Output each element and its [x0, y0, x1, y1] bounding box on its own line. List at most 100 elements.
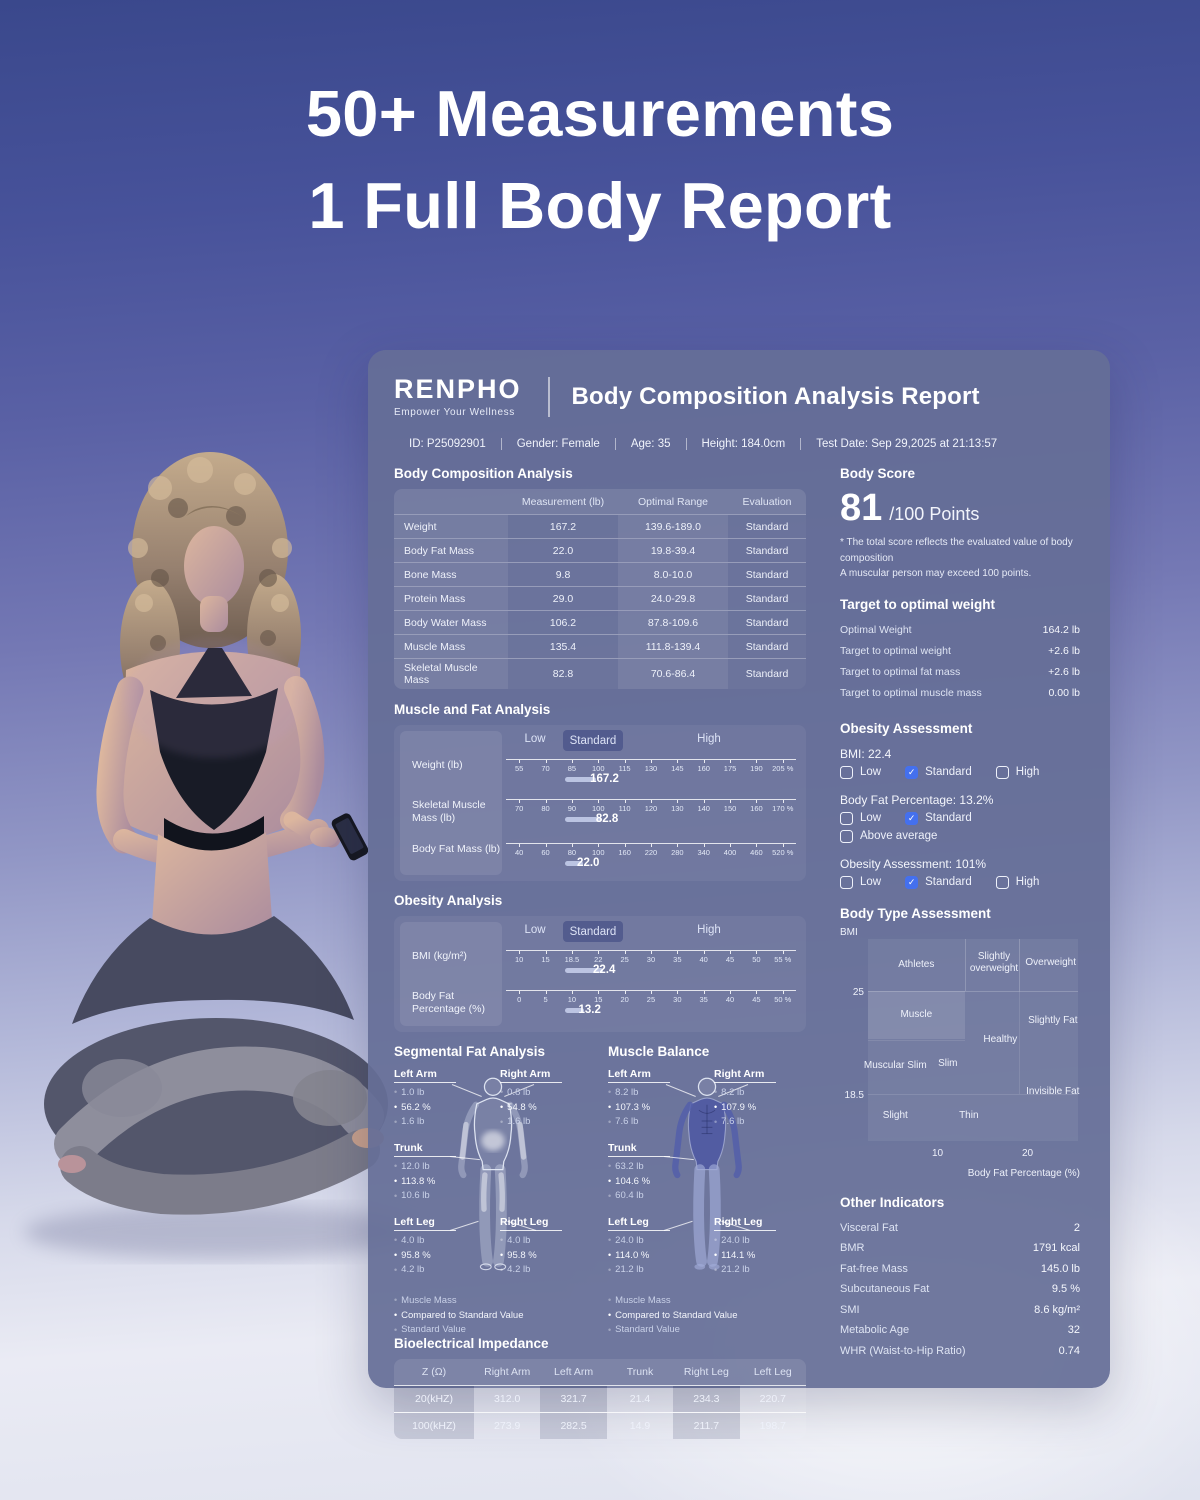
limb-right-leg: Right Leg 4.0 lb 95.8 % 4.2 lb	[500, 1216, 592, 1278]
section-heading: Muscle Balance	[608, 1044, 710, 1059]
limb-left-leg: Left Leg 24.0 lb 114.0 % 21.2 lb	[608, 1216, 700, 1278]
checkbox[interactable]	[840, 765, 853, 779]
phone	[331, 813, 369, 861]
indicator-row: Metabolic Age 32	[840, 1324, 1080, 1337]
section-muscle-balance: Muscle Balance	[608, 1044, 806, 1335]
section-heading: Obesity Assessment	[840, 720, 973, 736]
scale-bar	[565, 1008, 585, 1013]
section-other-indicators: Other Indicators Visceral Fat 2 BMR 1791…	[840, 1195, 1080, 1362]
checkbox-option: Low	[840, 875, 881, 889]
headline: 50+ Measurements 1 Full Body Report	[0, 68, 1200, 253]
report-meta-row: ID: P25092901 Gender: Female Age: 35 Height…	[394, 438, 1084, 450]
checkbox-option: Low	[840, 765, 881, 779]
target-row: Optimal Weight 164.2 lb	[840, 624, 1080, 636]
scale-bar	[565, 968, 604, 973]
checkbox[interactable]	[905, 811, 919, 825]
target-row: Target to optimal weight +2.6 lb	[840, 645, 1080, 657]
table-row: Body Water Mass 106.2 87.8-109.6 Standar…	[394, 610, 806, 634]
score-note: * The total score reflects the evaluated…	[840, 537, 1073, 564]
table-row: Skeletal Muscle Mass 82.8 70.6-86.4 Stan…	[394, 658, 806, 689]
section-obesity-assessment: Obesity Assessment BMI: 22.4 Low	[840, 721, 1080, 889]
checkbox-option: Above average	[840, 829, 937, 843]
section-muscle-fat-analysis: Muscle and Fat Analysis Low Standard Hig…	[394, 702, 806, 881]
limb-trunk: Trunk 12.0 lb 113.8 % 10.6 lb	[394, 1142, 486, 1204]
checkbox-option: High	[995, 875, 1039, 889]
brand-name: RENPHO	[394, 374, 522, 404]
floor-shadow	[24, 1205, 420, 1259]
section-obesity-analysis: Obesity Analysis Low Standard High BMI (…	[394, 893, 806, 1032]
zone-header: Low Standard High	[506, 920, 796, 944]
checkbox[interactable]	[905, 765, 919, 779]
table-header: Z (Ω) Right Arm Left Arm Trunk Right Leg…	[394, 1359, 806, 1385]
brand-logo: RENPHO Empower Your Wellness	[394, 376, 522, 418]
label-column-bg	[400, 731, 502, 875]
section-impedance: Bioelectrical Impedance Z (Ω) Right Arm …	[394, 1336, 806, 1439]
section-heading: Bioelectrical Impedance	[394, 1336, 549, 1351]
scale-bar	[565, 777, 596, 782]
meta-item: ID: P25092901	[394, 438, 502, 450]
limb-right-leg: Right Leg 24.0 lb 114.1 % 21.2 lb	[714, 1216, 806, 1278]
limb-left-leg: Left Leg 4.0 lb 95.8 % 4.2 lb	[394, 1216, 486, 1278]
target-row: Target to optimal muscle mass 0.00 lb	[840, 687, 1080, 699]
section-heading: Segmental Fat Analysis	[394, 1044, 546, 1059]
section-heading: Body Score	[840, 466, 916, 481]
section-body-score: Body Score 81 /100 Points * The total sc…	[840, 466, 1080, 582]
scale-row-body-fat-percentage: Body Fat Percentage (%) 0 5 10 15 20 25 30 35 40…	[402, 984, 796, 1024]
table-row: Weight 167.2 139.6-189.0 Standard	[394, 514, 806, 538]
table-row: Bone Mass 9.8 8.0-10.0 Standard	[394, 562, 806, 586]
score-denominator: /100 Points	[889, 504, 980, 524]
headline-line1: 50+ Measurements	[305, 77, 895, 150]
table-body: Weight 167.2 139.6-189.0 Standard Body F…	[394, 514, 806, 689]
checkbox-option: Low	[840, 811, 881, 825]
body-type-chart: BMI 25 18.5 Athletes Slightly	[840, 926, 1080, 1179]
belly-fat-highlight	[481, 1130, 505, 1151]
checkbox-option: Standard	[905, 811, 972, 825]
chart-plot-area: Athletes Slightly overweight Overweight …	[864, 938, 1079, 1141]
indicator-row: Visceral Fat 2	[840, 1221, 1080, 1234]
checkbox-option: Standard	[905, 875, 972, 889]
meta-item: Height: 184.0cm	[687, 438, 802, 450]
brand-tagline: Empower Your Wellness	[394, 407, 515, 418]
assessment-group-bmi: BMI: 22.4 Low Stand	[840, 747, 1080, 779]
scale-bar	[565, 817, 602, 822]
checkbox[interactable]	[995, 765, 1009, 779]
scale-row-body-fat-mass: Body Fat Mass (lb) 40 60 80 100 160 220 280 340…	[402, 837, 796, 873]
section-target-weight: Target to optimal weight Optimal Weight …	[840, 597, 1080, 704]
scale-bar	[565, 861, 583, 866]
woman-photo	[24, 452, 420, 1259]
assessment-group-body-fat: Body Fat Percentage: 13.2% Low	[840, 793, 1080, 843]
headline-line2: 1 Full Body Report	[308, 169, 892, 243]
indicator-row: SMI 8.6 kg/m²	[840, 1303, 1080, 1316]
table-row: Body Fat Mass 22.0 19.8-39.4 Standard	[394, 538, 806, 562]
table-row: Protein Mass 29.0 24.0-29.8 Standard	[394, 586, 806, 610]
standard-zone-badge: Standard	[562, 730, 624, 751]
checkbox[interactable]	[840, 875, 853, 889]
scale-row-skeletal-muscle: Skeletal Muscle Mass (lb) 70 80 90 100 110 12…	[402, 793, 796, 837]
checkbox[interactable]	[840, 829, 853, 843]
checkbox[interactable]	[905, 875, 919, 889]
section-body-composition: Body Composition Analysis Measurement (l…	[394, 466, 806, 689]
report-card: RENPHO Empower Your Wellness Body Compos…	[368, 350, 1110, 1439]
muscle-region-highlight	[868, 991, 965, 1040]
checkbox[interactable]	[840, 811, 853, 825]
limb-left-arm: Left Arm 8.2 lb 107.3 % 7.6 lb	[608, 1068, 700, 1130]
meta-item: Test Date: Sep 29,2025 at 21:13:57	[816, 438, 998, 450]
indicator-row: BMR 1791 kcal	[840, 1242, 1080, 1255]
scale-row-bmi: BMI (kg/m²) 10 15 18.5 22 25 30 35 40 45 50 55 % 2…	[402, 944, 796, 984]
figure-legend: Muscle MassCompared to Standard ValueSta…	[608, 1294, 806, 1338]
table-header: Measurement (lb) Optimal Range Evaluatio…	[394, 489, 806, 514]
section-segmental-fat: Segmental Fat Analysis	[394, 1044, 592, 1335]
section-heading: Body Type Assessment	[840, 905, 991, 921]
zone-header: Low Standard High	[506, 729, 796, 753]
table-row: 100(kHZ) 273.9 282.5 14.9 211.7 198.7	[394, 1412, 806, 1439]
x-axis-label: Body Fat Percentage (%)	[967, 1167, 1080, 1179]
table-row: Muscle Mass 135.4 111.8-139.4 Standard	[394, 634, 806, 658]
limb-right-arm: Right Arm 8.2 lb 107.9 % 7.6 lb	[714, 1068, 806, 1130]
score-note: A muscular person may exceed 100 points.	[840, 568, 1032, 579]
indicator-row: Subcutaneous Fat 9.5 %	[840, 1283, 1080, 1296]
indicator-row: WHR (Waist-to-Hip Ratio) 0.74	[840, 1344, 1080, 1357]
scale-row-weight: Weight (lb) 55 70 85 100 115 130 145 160 175 190 2…	[402, 753, 796, 793]
score-value: 81	[840, 487, 883, 529]
checkbox[interactable]	[995, 875, 1009, 889]
limb-left-arm: Left Arm 1.0 lb 56.2 % 1.6 lb	[394, 1068, 486, 1130]
